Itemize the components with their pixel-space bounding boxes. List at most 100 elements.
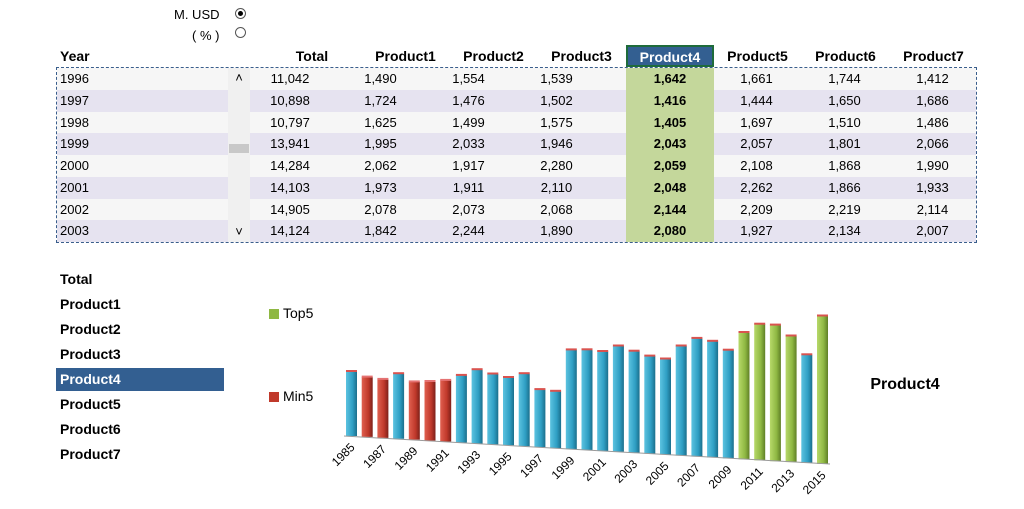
chart-bar-cap — [455, 373, 467, 376]
x-tick-label: 2007 — [674, 460, 703, 489]
table-row[interactable]: 1996 11,042 1,490 1,554 1,539 1,642 1,661 1,744… — [57, 68, 976, 90]
product-list-item[interactable]: Product4 — [56, 368, 224, 391]
product-list-item[interactable]: Product2 — [60, 321, 121, 337]
table-row[interactable]: 2000 14,284 2,062 1,917 2,280 2,059 2,108 1,868… — [57, 155, 976, 177]
x-tick-label: 2001 — [580, 455, 609, 484]
table-row[interactable]: 2001 14,103 1,973 1,911 2,110 2,048 2,262 1,866… — [57, 176, 976, 199]
product-list-item[interactable]: Total — [60, 271, 93, 287]
table-row[interactable]: 2002 14,905 2,078 2,073 2,068 2,144 2,209 2,219… — [57, 198, 976, 221]
cell-value: 2,144 — [626, 198, 714, 221]
cell-value: 1,405 — [626, 111, 714, 134]
cell-year: 2000 — [60, 158, 89, 173]
table-row[interactable]: 1998 10,797 1,625 1,499 1,575 1,405 1,697 1,510… — [57, 111, 976, 134]
cell-value: 1,917 — [452, 158, 485, 173]
chart-bar-1997 — [534, 389, 546, 448]
cell-value: 10,898 — [270, 92, 310, 108]
product-list-item[interactable]: Product3 — [60, 346, 121, 362]
x-tick-label: 1999 — [549, 453, 578, 482]
x-tick-label: 2003 — [611, 457, 640, 486]
header-total[interactable]: Total — [295, 48, 329, 64]
x-tick-label: 1993 — [454, 447, 483, 476]
cell-value: 14,284 — [270, 158, 310, 173]
cell-value: 1,575 — [540, 114, 573, 130]
cell-value: 2,007 — [916, 223, 949, 239]
scroll-down-button[interactable]: ˅ — [235, 224, 243, 239]
product-list-item[interactable]: Product7 — [60, 446, 121, 462]
chart-bar-cap — [565, 348, 577, 351]
cell-value: 1,476 — [452, 92, 485, 108]
chart-bar-cap — [801, 353, 813, 356]
product-list-item[interactable]: Product6 — [60, 421, 121, 437]
cell-value: 2,048 — [626, 176, 714, 199]
cell-value: 1,499 — [452, 114, 485, 130]
header-product2[interactable]: Product2 — [463, 48, 524, 64]
product-list-item[interactable]: Product5 — [60, 396, 121, 412]
cell-value: 2,078 — [364, 201, 397, 217]
cell-year: 1997 — [60, 92, 89, 108]
chart-bar-cap — [660, 357, 671, 360]
chart-bar-cap — [471, 368, 483, 371]
chart-bar-cap — [738, 331, 750, 333]
cell-value: 1,946 — [540, 136, 573, 152]
unit-percent-radio[interactable] — [235, 27, 246, 38]
chart-bar-1990 — [424, 381, 436, 441]
cell-year: 2003 — [60, 223, 89, 239]
chart-bar-cap — [377, 377, 389, 380]
cell-value: 1,539 — [540, 71, 573, 86]
header-product1[interactable]: Product1 — [375, 48, 436, 64]
cell-value: 1,911 — [452, 179, 485, 195]
x-tick-label: 2009 — [706, 462, 735, 491]
chart-bar-cap — [769, 323, 781, 326]
header-product5[interactable]: Product5 — [727, 48, 788, 64]
x-tick-label: 1989 — [392, 444, 421, 473]
cell-value: 2,219 — [828, 201, 861, 217]
cell-year: 2001 — [60, 179, 89, 195]
table-scrollbar[interactable]: ˄ ˅ — [228, 68, 250, 242]
cell-value: 1,990 — [916, 158, 949, 173]
chart-bar-2004 — [644, 356, 656, 454]
x-tick-label: 2015 — [800, 468, 829, 497]
chart-bar-1994 — [487, 374, 499, 445]
cell-value: 2,043 — [626, 133, 714, 156]
x-tick-label: 2005 — [643, 459, 672, 488]
x-tick-label: 1997 — [517, 451, 546, 480]
chart-bar-2001 — [597, 351, 609, 451]
chart-bar-2006 — [675, 346, 687, 456]
chart-bar-1998 — [550, 391, 562, 449]
cell-value: 1,724 — [364, 92, 397, 108]
header-product4-selected[interactable]: Product4 — [626, 45, 714, 67]
chart-bar-cap — [628, 349, 640, 352]
chart-bar-cap — [550, 389, 562, 392]
chart-bar-cap — [487, 372, 499, 375]
cell-value: 1,866 — [828, 179, 861, 195]
chart-bar-1996 — [518, 373, 530, 447]
unit-usd-radio[interactable] — [235, 8, 246, 19]
legend-top5-swatch — [269, 309, 279, 319]
cell-value: 1,554 — [452, 71, 485, 86]
cell-value: 2,073 — [452, 201, 485, 217]
chart-bar-2015 — [817, 316, 828, 464]
cell-value: 1,650 — [828, 92, 861, 108]
cell-year: 1996 — [60, 71, 89, 86]
header-product3[interactable]: Product3 — [551, 48, 612, 64]
header-product6[interactable]: Product6 — [815, 48, 876, 64]
cell-value: 1,973 — [364, 179, 397, 195]
cell-value: 1,686 — [916, 92, 949, 108]
header-product7[interactable]: Product7 — [903, 48, 964, 64]
cell-value: 2,244 — [452, 223, 485, 239]
scroll-thumb[interactable] — [229, 144, 249, 154]
product-list-item[interactable]: Product1 — [60, 296, 121, 312]
table-row[interactable]: 1997 10,898 1,724 1,476 1,502 1,416 1,444 1,650… — [57, 89, 976, 112]
chart-bar-2002 — [612, 346, 624, 452]
chart-bar-1989 — [408, 381, 420, 440]
cell-value: 2,108 — [740, 158, 773, 173]
table-row[interactable]: 1999 13,941 1,995 2,033 1,946 2,043 2,057 1,801… — [57, 133, 976, 156]
scroll-up-button[interactable]: ˄ — [235, 70, 243, 85]
cell-value: 1,868 — [828, 158, 861, 173]
x-axis-line — [343, 435, 831, 465]
chart-bar-cap — [534, 388, 546, 391]
cell-year: 1998 — [60, 114, 89, 130]
x-tick-label: 1987 — [360, 442, 389, 471]
table-row[interactable]: 2003 14,124 1,842 2,244 1,890 2,080 1,927 2,134… — [57, 220, 976, 243]
chart-bar-cap — [754, 322, 766, 325]
